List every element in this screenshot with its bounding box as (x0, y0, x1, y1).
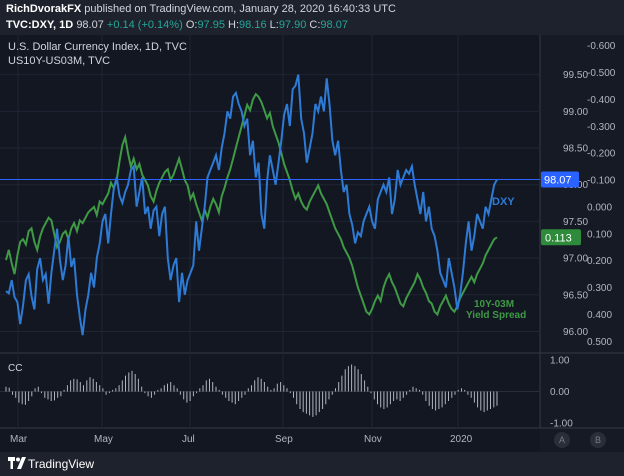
cc-axis-tick-label: -1.00 (550, 419, 573, 430)
time-axis-label: Sep (275, 434, 293, 445)
spread-series-label-2: Yield Spread (466, 310, 526, 321)
time-axis-label: Nov (364, 434, 382, 445)
price-change: +0.14 (+0.14%) (106, 19, 183, 31)
spread-axis-tick-label: -0.300 (587, 122, 616, 133)
dxy-axis-tick-label: 99.00 (563, 107, 588, 118)
time-axis-label: Mar (10, 434, 28, 445)
high-value: 98.16 (239, 19, 267, 31)
scale-b-button[interactable]: B (590, 432, 606, 448)
spread-axis-tick-label: 0.300 (587, 283, 612, 294)
main-legend[interactable]: U.S. Dollar Currency Index, 1D, TVC (8, 41, 187, 53)
dxy-series-line (5, 74, 498, 336)
publish-info: published on TradingView.com, January 28… (84, 3, 396, 15)
spread-axis-tick-label: -0.400 (587, 95, 616, 106)
time-axis-label: Jul (182, 434, 195, 445)
spread-axis-tick-label: 0.400 (587, 310, 612, 321)
ohlc-line: TVC:DXY, 1D 98.07 +0.14 (+0.14%) O:97.95… (6, 19, 348, 31)
dxy-axis-tick-label: 98.50 (563, 144, 588, 155)
tradingview-logo-icon (8, 457, 26, 469)
cc-axis-tick-label: 1.00 (550, 355, 570, 366)
chart-canvas[interactable]: 99.5099.0098.5098.0097.5097.0096.5096.00… (0, 0, 624, 452)
dxy-series-label: DXY (492, 196, 515, 208)
low-label: L: (269, 19, 279, 31)
spread-series-label-1: 10Y-03M (474, 299, 514, 310)
spread-axis-tick-label: 0.500 (587, 337, 612, 348)
open-label: O: (185, 19, 198, 31)
open-value: 97.95 (197, 19, 225, 31)
spread-axis-tick-label: 0.000 (587, 202, 612, 213)
time-axis-label: 2020 (450, 434, 473, 445)
close-value: 98.07 (320, 19, 348, 31)
spread-last-value-text: 0.113 (545, 232, 572, 244)
spread-axis-tick-label: -0.500 (587, 68, 616, 79)
high-label: H: (228, 19, 240, 31)
time-axis-label: May (94, 434, 113, 445)
spread-axis-tick-label: 0.200 (587, 256, 612, 267)
dxy-axis-tick-label: 97.00 (563, 254, 588, 265)
spread-axis-tick-label: 0.100 (587, 229, 612, 240)
footer-bar: TradingView (0, 452, 624, 476)
dxy-last-value-text: 98.07 (544, 175, 572, 187)
cc-axis-tick-label: 0.00 (550, 387, 570, 398)
spread-axis-tick-label: -0.200 (587, 149, 616, 160)
last-price: 98.07 (76, 19, 104, 31)
dxy-axis-tick-label: 96.00 (563, 327, 588, 338)
tradingview-brand: TradingView (28, 457, 95, 471)
chart-background (0, 35, 624, 452)
close-label: C: (309, 19, 321, 31)
cc-pane-title: CC (8, 363, 22, 374)
author-name[interactable]: RichDvorakFX (6, 3, 82, 15)
publish-line: RichDvorakFX published on TradingView.co… (6, 3, 396, 15)
secondary-legend[interactable]: US10Y-US03M, TVC (8, 55, 111, 67)
dxy-last-value-badge (541, 171, 579, 188)
dxy-axis-tick-label: 97.50 (563, 217, 588, 228)
symbol-label[interactable]: TVC:DXY, 1D (6, 19, 74, 31)
dxy-axis-tick-label: 99.50 (563, 70, 588, 81)
low-value: 97.90 (278, 19, 307, 31)
spread-axis-tick-label: -0.100 (587, 176, 616, 187)
spread-axis-tick-label: -0.600 (587, 41, 616, 52)
chart-header: RichDvorakFX published on TradingView.co… (0, 0, 624, 35)
dxy-axis-tick-label: 96.50 (563, 290, 588, 301)
yield-spread-series-line (5, 92, 498, 317)
auto-scale-button[interactable]: A (554, 432, 570, 448)
spread-last-value-badge (541, 229, 581, 246)
